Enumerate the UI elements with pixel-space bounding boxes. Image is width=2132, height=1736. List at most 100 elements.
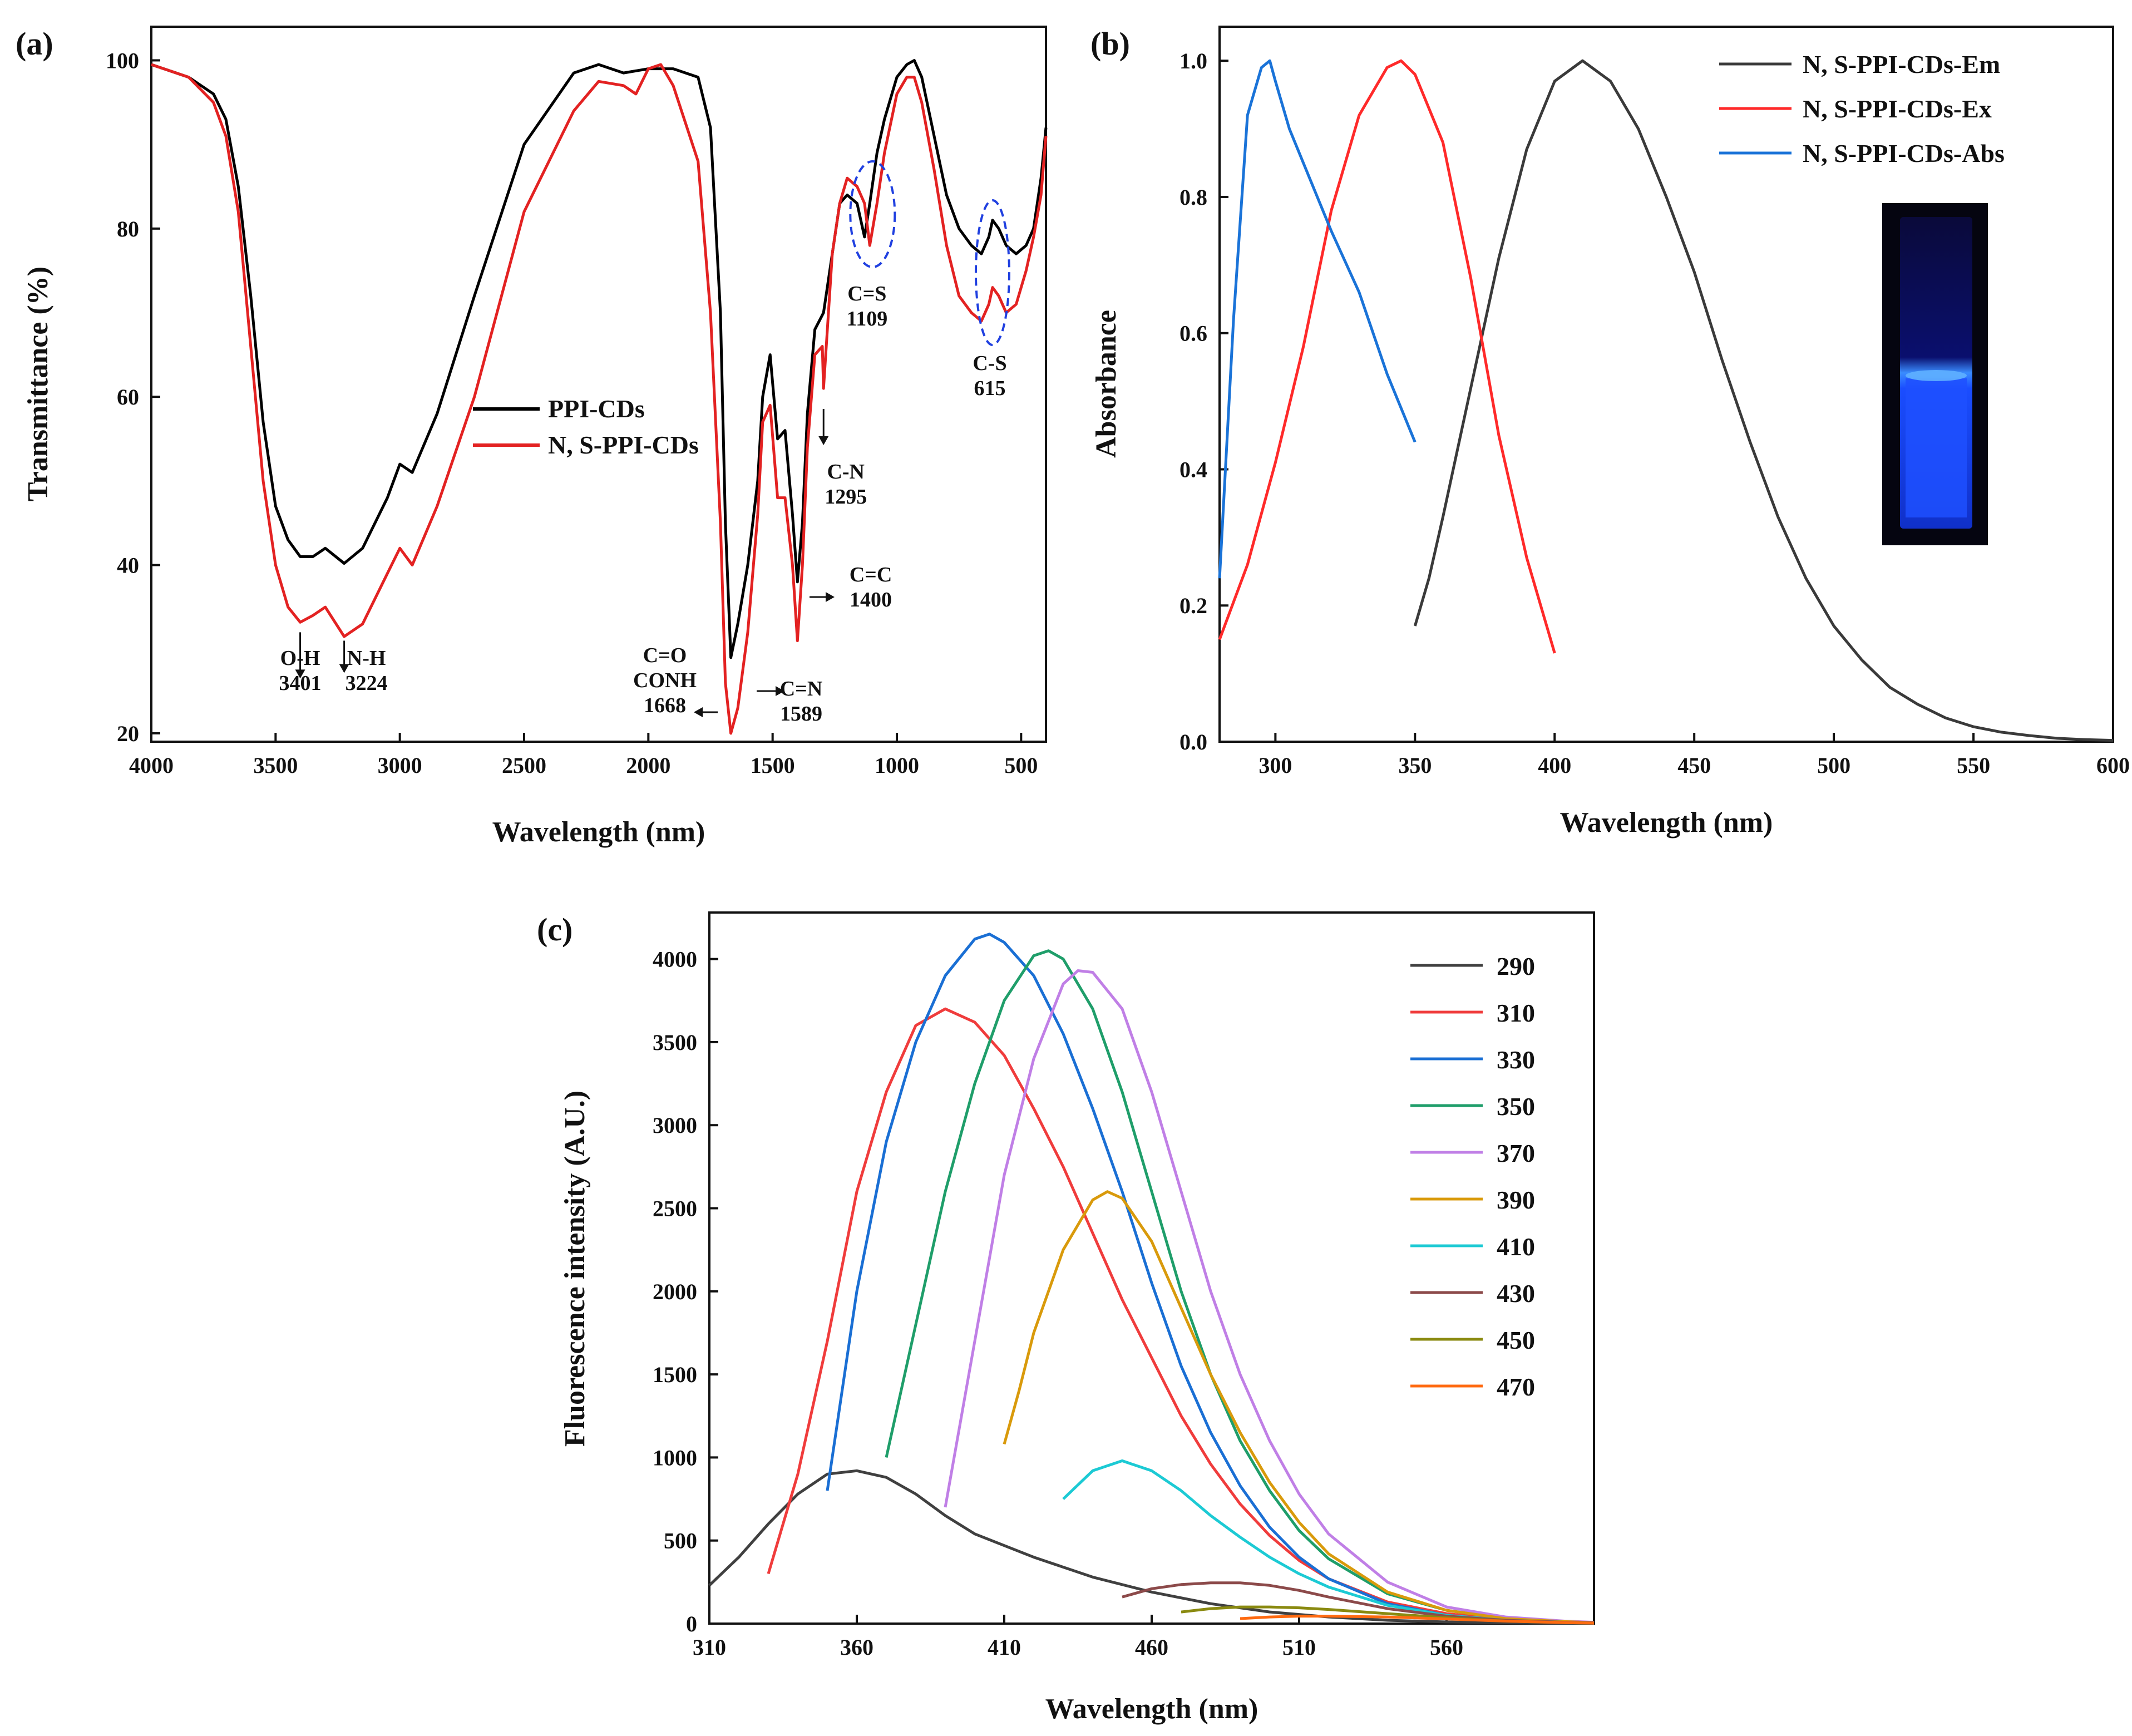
y-tick-label: 0.2 bbox=[1179, 593, 1207, 618]
x-tick-label: 4000 bbox=[129, 753, 174, 778]
peak-annotation-text: C=O bbox=[643, 644, 687, 667]
y-tick-label: 1000 bbox=[653, 1445, 697, 1470]
y-tick-label: 100 bbox=[106, 48, 139, 73]
peak-annotation-text: 3224 bbox=[346, 672, 388, 695]
y-tick-label: 20 bbox=[117, 721, 139, 746]
x-tick-label: 560 bbox=[1430, 1635, 1463, 1660]
y-tick-label: 0.0 bbox=[1179, 729, 1207, 754]
x-tick-label: 300 bbox=[1259, 753, 1292, 778]
legend-entry: N, S-PPI-CDs-Ex bbox=[1803, 95, 1992, 123]
legend-entry: N, S-PPI-CDs-Em bbox=[1803, 50, 2000, 78]
panel-a-label: (a) bbox=[16, 26, 53, 62]
legend-entry: 450 bbox=[1497, 1326, 1535, 1354]
series-line-350 bbox=[885, 949, 1595, 1624]
x-tick-label: 3500 bbox=[253, 753, 298, 778]
x-tick-label: 500 bbox=[1817, 753, 1850, 778]
x-tick-label: 1000 bbox=[875, 753, 919, 778]
legend-entry: 370 bbox=[1497, 1139, 1535, 1167]
panel-b-legend: N, S-PPI-CDs-Em N, S-PPI-CDs-Ex N, S-PPI-C… bbox=[1719, 50, 2005, 167]
peak-annotation-text: 1295 bbox=[825, 485, 867, 509]
y-tick-label: 0.8 bbox=[1179, 185, 1207, 210]
panel-c-label: (c) bbox=[537, 911, 573, 948]
panel-a-chart: (a) 4000 3500 3000 2500 2000 1500 1000 500 20 40 6… bbox=[16, 26, 1048, 848]
annotation-arrowhead bbox=[295, 669, 305, 679]
panel-c-ticks: 310 360 410 460 510 560 0 500 1000 1500 2000 2500 30… bbox=[653, 947, 1463, 1660]
peak-annotation-text: C=S bbox=[847, 282, 886, 305]
peak-annotation-text: C-N bbox=[827, 460, 865, 484]
y-tick-label: 2500 bbox=[653, 1196, 697, 1221]
panel-b-xlabel: Wavelength (nm) bbox=[1560, 807, 1773, 839]
cuvette-inset-photo bbox=[1882, 203, 1988, 545]
peak-annotation-text: 1400 bbox=[850, 588, 892, 611]
x-tick-label: 310 bbox=[693, 1635, 726, 1660]
annotation-arrowhead bbox=[776, 686, 784, 696]
y-tick-label: 0.6 bbox=[1179, 321, 1207, 346]
panel-b-plot-frame bbox=[1218, 26, 2114, 743]
y-tick-label: 40 bbox=[117, 553, 139, 578]
series-line-ppi-cds bbox=[151, 59, 1048, 659]
series-line-470 bbox=[1240, 1615, 1595, 1625]
panel-c-chart: (c) 310 360 410 460 510 560 0 500 1000 1500 2000 25… bbox=[537, 911, 1595, 1725]
series-line-410 bbox=[1062, 1459, 1595, 1624]
legend-entry: 410 bbox=[1497, 1232, 1535, 1261]
legend-entry: 470 bbox=[1497, 1373, 1535, 1401]
series-line-310 bbox=[767, 1007, 1595, 1624]
series-line-390 bbox=[1003, 1190, 1595, 1624]
y-tick-label: 2000 bbox=[653, 1279, 697, 1304]
annotation-arrowhead bbox=[818, 436, 829, 445]
peak-annotation-text: 1668 bbox=[644, 694, 686, 717]
peak-annotation-text: CONH bbox=[633, 669, 697, 692]
panel-b-ticks: 300 350 400 450 500 550 600 0.0 0.2 0.4 0.6 0.8 1.0 bbox=[1179, 48, 2130, 778]
legend-entry: 330 bbox=[1497, 1045, 1535, 1074]
series-line-n-s-ppi-cds-em bbox=[1413, 59, 2114, 742]
annotation-arrowhead bbox=[339, 664, 349, 673]
peak-annotation-text: 3401 bbox=[279, 672, 322, 695]
legend-entry: 350 bbox=[1497, 1092, 1535, 1121]
x-tick-label: 510 bbox=[1282, 1635, 1316, 1660]
c-s-double-bond-highlight bbox=[849, 160, 896, 268]
x-tick-label: 400 bbox=[1538, 753, 1571, 778]
panel-c-legend: 290 310 330 350 370 390 410 430 450 470 bbox=[1410, 952, 1535, 1401]
y-tick-label: 1500 bbox=[653, 1362, 697, 1387]
panel-a-plot-frame bbox=[150, 26, 1047, 743]
x-tick-label: 460 bbox=[1135, 1635, 1168, 1660]
annotation-arrowhead bbox=[826, 592, 835, 602]
panel-b-label: (b) bbox=[1090, 26, 1130, 62]
legend-entry: N, S-PPI-CDs-Abs bbox=[1803, 139, 2005, 167]
peak-annotation-text: 1589 bbox=[780, 702, 822, 726]
legend-entry: PPI-CDs bbox=[548, 394, 645, 423]
x-tick-label: 1500 bbox=[751, 753, 795, 778]
series-line-n-s-ppi-cds-ex bbox=[1218, 59, 1556, 654]
x-tick-label: 550 bbox=[1957, 753, 1990, 778]
x-tick-label: 450 bbox=[1677, 753, 1711, 778]
y-tick-label: 3000 bbox=[653, 1113, 697, 1138]
x-tick-label: 2000 bbox=[626, 753, 670, 778]
legend-entry: 290 bbox=[1497, 952, 1535, 980]
legend-entry: 390 bbox=[1497, 1186, 1535, 1214]
y-tick-label: 4000 bbox=[653, 947, 697, 972]
panel-a-ylabel: Transmittance (%) bbox=[22, 267, 54, 501]
c-s-single-bond-highlight bbox=[974, 199, 1010, 346]
y-tick-label: 1.0 bbox=[1179, 48, 1207, 73]
panel-c-series bbox=[708, 933, 1595, 1625]
series-line-370 bbox=[944, 969, 1595, 1624]
y-tick-label: 3500 bbox=[653, 1030, 697, 1055]
peak-annotation-text: N-H bbox=[347, 647, 386, 670]
series-line-n-s-ppi-cds bbox=[151, 63, 1048, 735]
legend-entry: N, S-PPI-CDs bbox=[548, 431, 699, 459]
y-tick-label: 500 bbox=[664, 1528, 697, 1553]
panel-c-xlabel: Wavelength (nm) bbox=[1045, 1693, 1259, 1725]
peak-annotation-text: C=C bbox=[850, 563, 892, 586]
series-line-330 bbox=[826, 933, 1595, 1624]
series-line-290 bbox=[708, 1469, 1594, 1625]
panel-b-series bbox=[1218, 59, 2114, 742]
panel-a-ticks: 4000 3500 3000 2500 2000 1500 1000 500 20 40 60 80 1… bbox=[106, 48, 1038, 778]
legend-entry: 430 bbox=[1497, 1279, 1535, 1308]
series-line-n-s-ppi-cds-abs bbox=[1218, 59, 1417, 579]
panel-a-xlabel: Wavelength (nm) bbox=[492, 816, 705, 848]
peak-annotation-text: C=N bbox=[780, 677, 823, 701]
x-tick-label: 410 bbox=[988, 1635, 1021, 1660]
x-tick-label: 2500 bbox=[502, 753, 546, 778]
y-tick-label: 60 bbox=[117, 384, 139, 410]
